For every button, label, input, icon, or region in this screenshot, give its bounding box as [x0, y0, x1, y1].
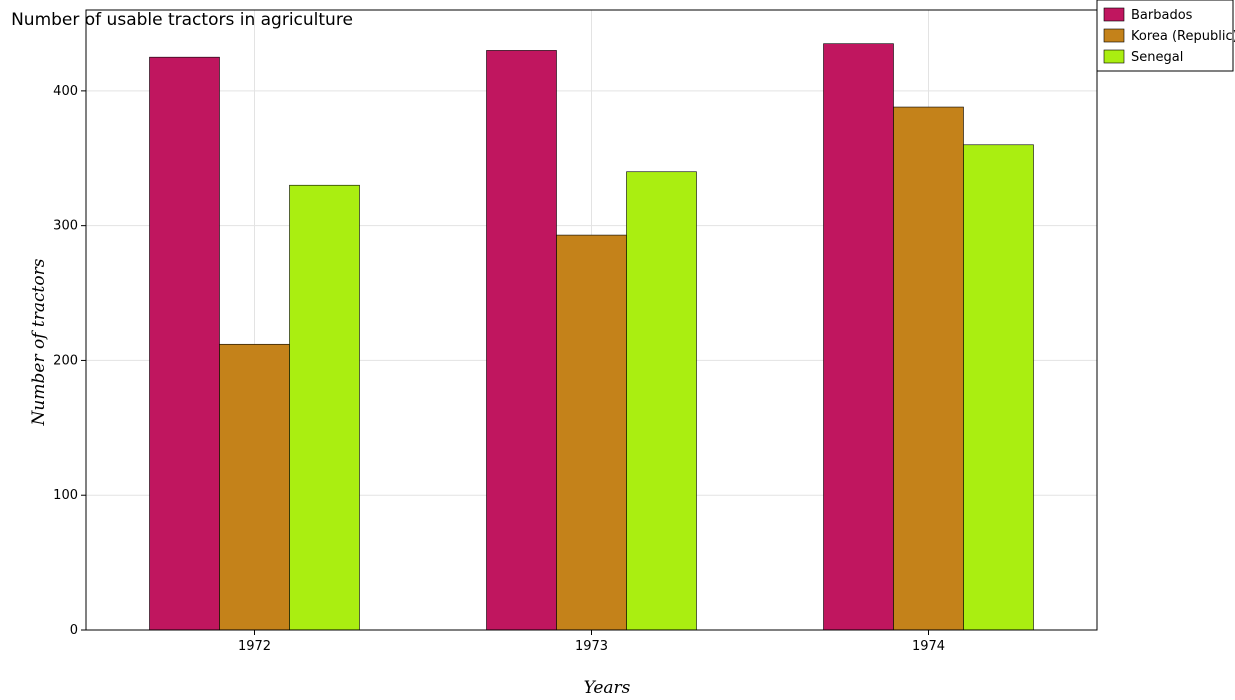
- bar: [823, 43, 894, 631]
- bar: [289, 184, 360, 631]
- legend-swatch: [1103, 28, 1125, 43]
- legend-label: Korea (Republic): [1131, 29, 1235, 44]
- x-tick-label: 1973: [575, 639, 608, 654]
- x-tick-label: 1974: [912, 639, 945, 654]
- y-tick-label: 300: [53, 219, 78, 234]
- y-tick-label: 200: [53, 353, 78, 368]
- legend-swatch: [1103, 49, 1125, 64]
- legend-label: Senegal: [1131, 50, 1183, 65]
- x-axis-ticks: 1972 1973 1974: [238, 630, 945, 654]
- y-axis-ticks: 0 100 200 300 400: [53, 84, 86, 638]
- bar: [626, 171, 697, 631]
- legend-swatch: [1103, 7, 1125, 22]
- bars: [149, 43, 1034, 631]
- y-tick-label: 100: [53, 488, 78, 503]
- bar: [963, 144, 1034, 631]
- bar: [893, 106, 964, 631]
- bar: [149, 56, 220, 631]
- y-tick-label: 0: [70, 623, 78, 638]
- bar: [219, 343, 290, 631]
- legend-label: Barbados: [1131, 8, 1193, 23]
- x-axis-label: Years: [584, 678, 631, 698]
- bar: [556, 234, 627, 631]
- y-tick-label: 400: [53, 84, 78, 99]
- bar: [486, 50, 557, 631]
- y-axis-label: Number of tractors: [29, 258, 49, 426]
- x-tick-label: 1972: [238, 639, 271, 654]
- legend: Barbados Korea (Republic) Senegal: [1096, 0, 1235, 72]
- chart-title: Number of usable tractors in agriculture: [11, 10, 353, 30]
